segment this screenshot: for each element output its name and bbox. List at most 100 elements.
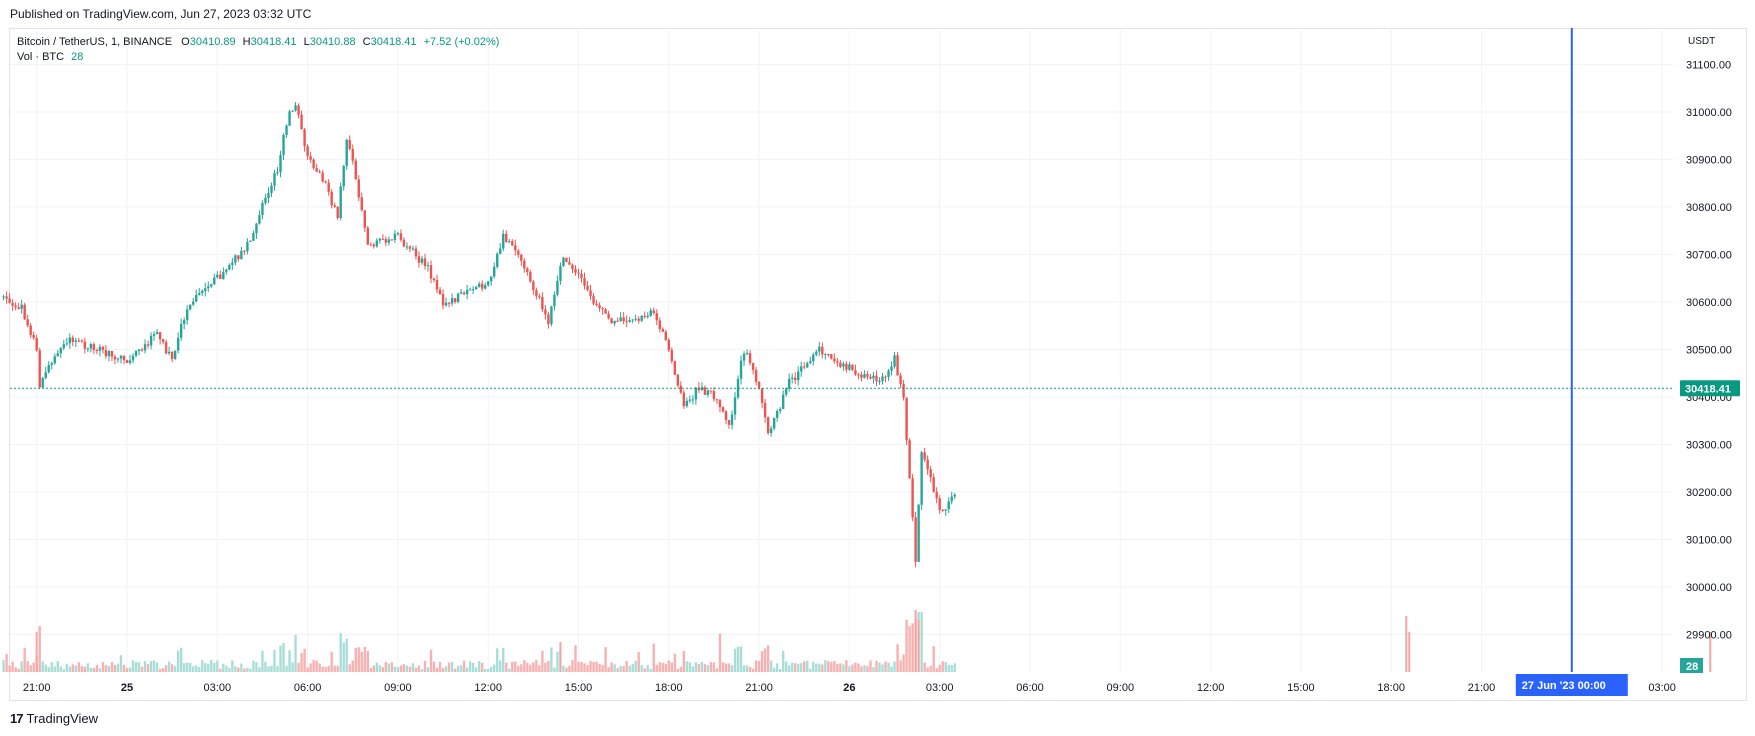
candle-body xyxy=(842,363,845,367)
volume-bar xyxy=(613,664,616,672)
candle-body xyxy=(80,340,84,342)
candle-body xyxy=(800,366,803,372)
candle-body xyxy=(417,256,421,263)
candle-body xyxy=(89,344,93,349)
volume-bar xyxy=(685,661,689,672)
volume-bar xyxy=(601,664,604,672)
candle-body xyxy=(20,304,23,309)
candle-body xyxy=(517,250,520,255)
candle-body xyxy=(809,361,812,364)
candle-body xyxy=(192,301,195,305)
volume-bar xyxy=(803,661,806,672)
candles xyxy=(2,102,956,568)
candle-body xyxy=(860,374,863,378)
volume-bar xyxy=(450,661,454,672)
volume-bar xyxy=(565,667,568,672)
y-axis-currency: USDT xyxy=(1688,36,1715,47)
volume-bar xyxy=(207,664,210,672)
candle-body xyxy=(77,340,81,342)
footer-brand[interactable]: 17 TradingView xyxy=(10,711,98,726)
volume-bar xyxy=(941,661,944,672)
x-tick-label: 06:00 xyxy=(294,682,322,694)
volume-bar xyxy=(842,664,845,672)
volume-bar xyxy=(140,666,144,672)
candle-body xyxy=(502,233,505,249)
volume-bar xyxy=(429,649,433,672)
y-tick-label: 29900.00 xyxy=(1686,630,1732,642)
candle-body xyxy=(357,179,360,198)
last-volume-badge xyxy=(1680,658,1703,673)
candle-body xyxy=(532,281,535,291)
volume-bar xyxy=(173,666,177,672)
volume-bar xyxy=(375,662,379,672)
candle-body xyxy=(297,105,300,115)
volume-bar xyxy=(282,642,285,672)
volume-bar xyxy=(390,662,394,672)
candle-body xyxy=(935,491,938,499)
candle-body xyxy=(234,255,237,263)
volume-label[interactable]: Vol · BTC xyxy=(17,51,65,63)
volume-bar xyxy=(938,664,941,672)
volume-bar xyxy=(622,666,625,672)
candle-body xyxy=(477,283,481,287)
volume-bar xyxy=(535,660,538,672)
volume-bar xyxy=(155,662,159,672)
candle-body xyxy=(83,341,87,349)
candle-body xyxy=(863,374,866,378)
candle-body xyxy=(381,238,385,240)
x-tick-label: 26 xyxy=(843,682,855,694)
volume-bar xyxy=(426,667,430,672)
volume-bar xyxy=(23,647,26,672)
volume-bar xyxy=(815,663,818,672)
volume-bar xyxy=(836,663,839,672)
volume-bar xyxy=(44,664,47,672)
volume-bar xyxy=(658,662,661,672)
ohlc-row: Bitcoin / TetherUS, 1, BINANCE O30410.89… xyxy=(17,35,499,50)
candle-body xyxy=(68,337,72,344)
candle-body xyxy=(490,276,493,282)
candle-body xyxy=(462,292,466,295)
symbol-title[interactable]: Bitcoin / TetherUS, 1, BINANCE xyxy=(17,36,173,48)
volume-bar xyxy=(878,662,881,672)
candle-body xyxy=(574,269,577,273)
volume-bar xyxy=(706,665,710,672)
candle-body xyxy=(17,307,20,309)
candle-body xyxy=(836,361,839,363)
candle-body xyxy=(342,165,345,187)
volume-bar xyxy=(727,663,731,672)
volume-bar xyxy=(77,662,81,672)
x-tick-label: 12:00 xyxy=(474,682,502,694)
volume-bar xyxy=(459,665,463,672)
candle-body xyxy=(204,288,207,291)
candle-body xyxy=(309,156,312,160)
candle-body xyxy=(125,360,129,364)
candle-body xyxy=(104,350,108,357)
volume-bar xyxy=(152,660,156,672)
candle-body xyxy=(285,125,288,135)
volume-bar xyxy=(249,668,252,672)
volume-bar xyxy=(487,668,490,672)
candle-body xyxy=(872,375,875,379)
candle-body xyxy=(553,294,556,307)
candle-body xyxy=(541,297,544,310)
volume-bar xyxy=(848,666,851,672)
candle-body xyxy=(321,172,324,182)
volume-bar xyxy=(402,664,406,672)
volume-bar xyxy=(80,665,84,672)
candle-body xyxy=(857,374,860,376)
volume-bar xyxy=(712,662,716,672)
volume-bar xyxy=(11,661,14,672)
volume-bar xyxy=(893,661,896,672)
candle-body xyxy=(589,290,592,297)
volume-spike xyxy=(1709,632,1712,672)
volume-bar xyxy=(652,643,655,672)
candle-body xyxy=(26,319,29,326)
candle-body xyxy=(646,315,649,317)
candle-body xyxy=(294,105,297,111)
candle-body xyxy=(854,370,857,375)
volume-bar xyxy=(204,663,207,672)
volume-bar xyxy=(574,645,577,672)
candle-body xyxy=(709,390,713,392)
volume-bar xyxy=(125,667,129,672)
